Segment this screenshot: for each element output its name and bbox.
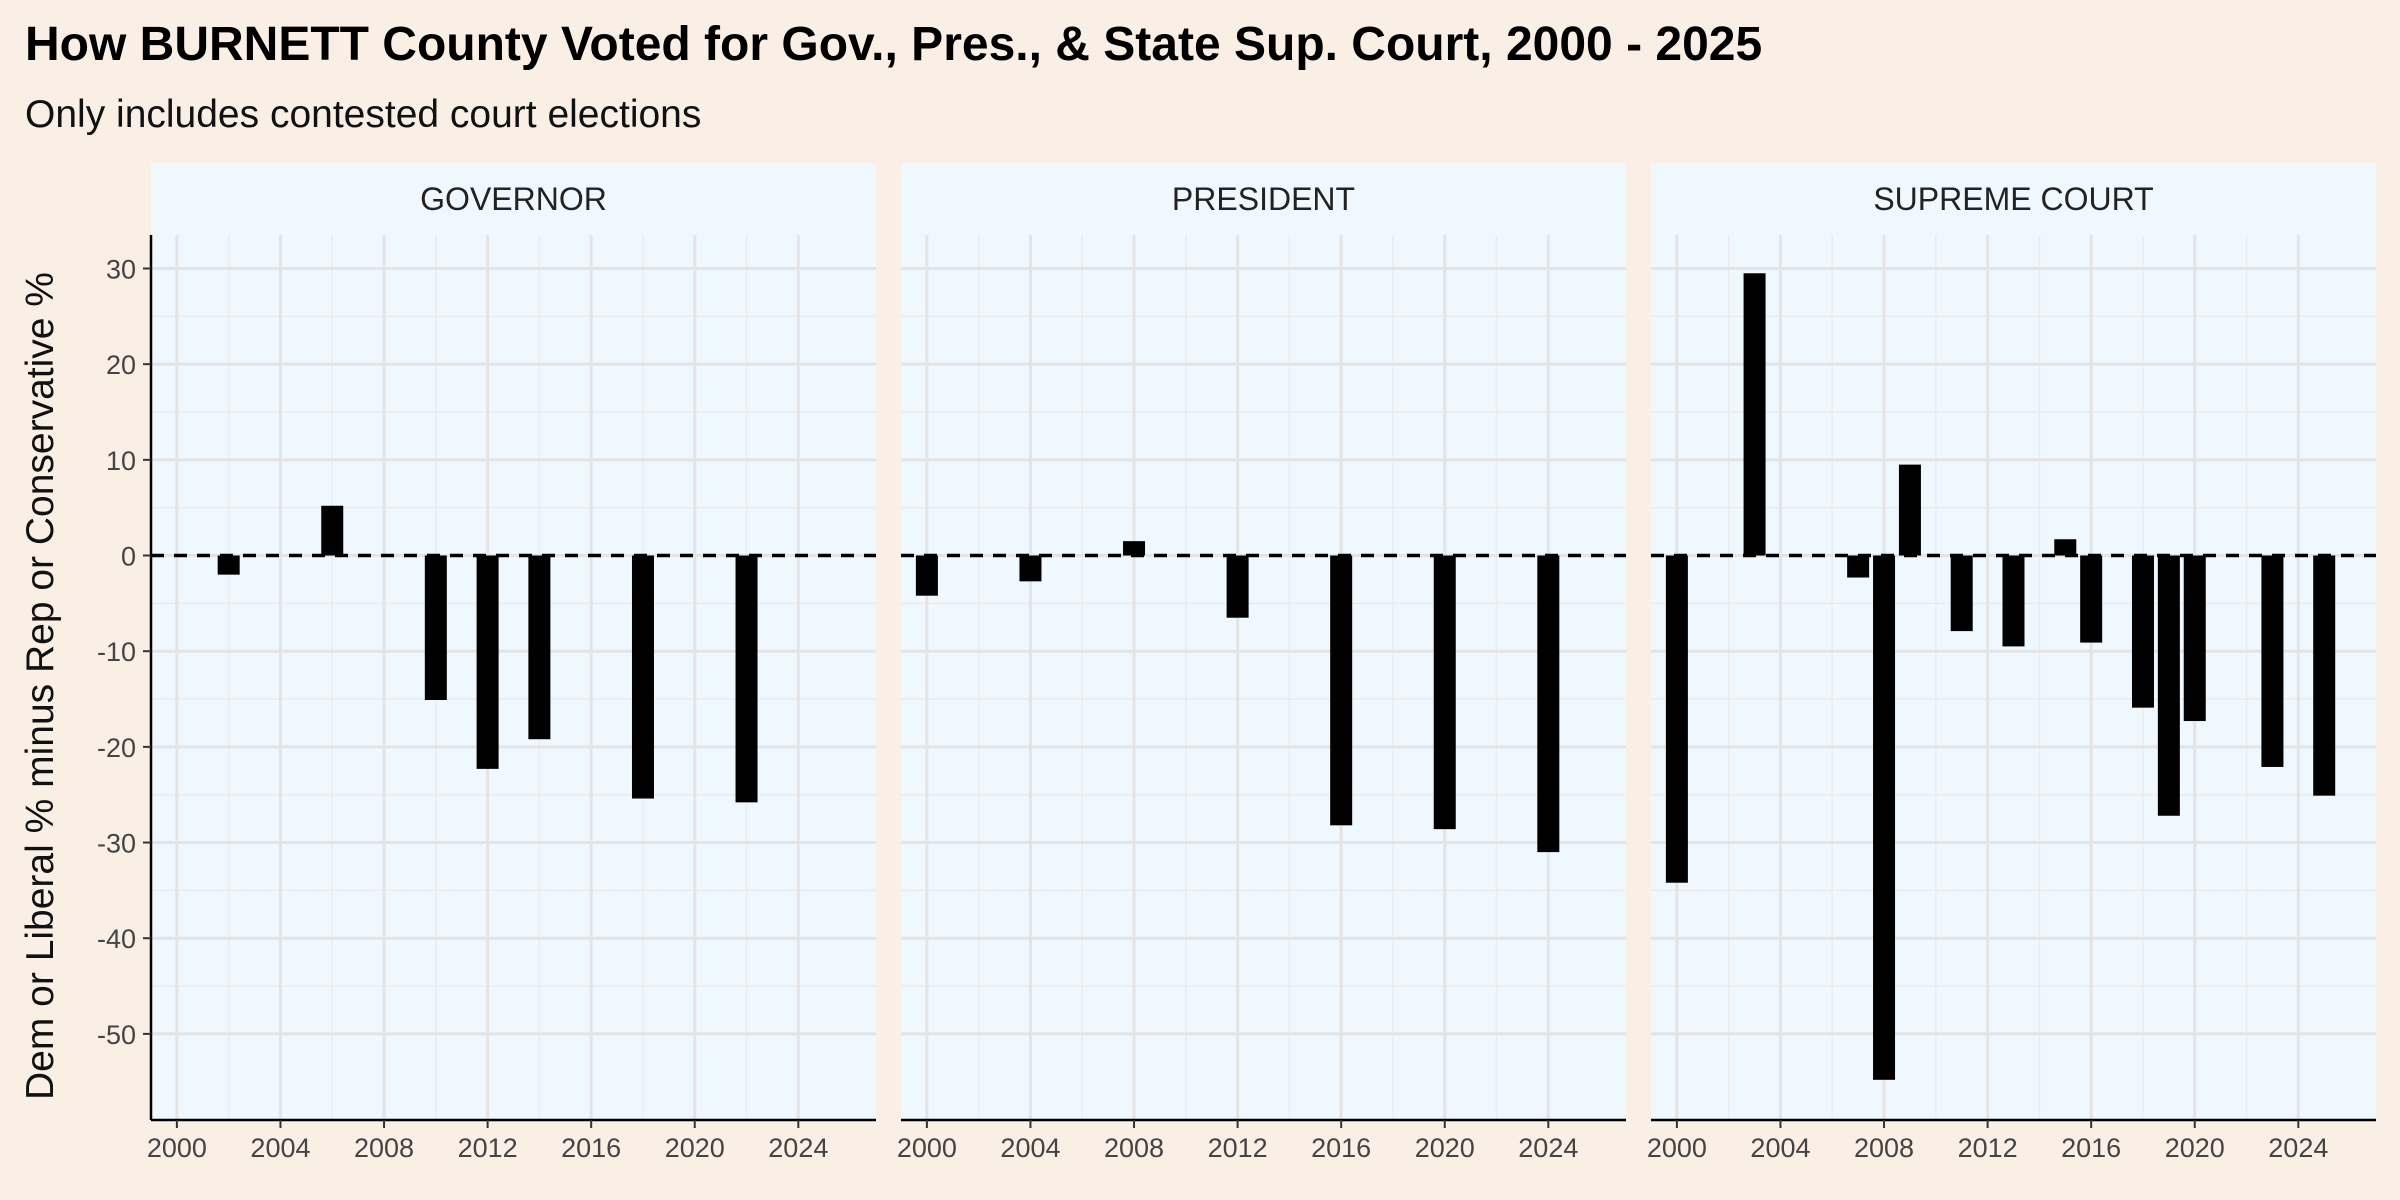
bar-2000	[915, 555, 938, 596]
bar-2010	[424, 555, 447, 700]
x-tick-label: 2016	[2061, 1133, 2121, 1163]
bar-2014	[528, 555, 551, 740]
x-tick-label: 2000	[147, 1133, 207, 1163]
facets: GOVERNOR 2000 2004 2008 2012 2016 2020 2024 30 20…	[97, 163, 2376, 1163]
x-tick-label: 2012	[458, 1133, 518, 1163]
bar-2018	[631, 555, 654, 799]
bar-2020	[1433, 555, 1456, 830]
bar-2008	[1123, 541, 1146, 556]
facet-strip-label: PRESIDENT	[1172, 181, 1355, 217]
y-tick-label: -40	[97, 924, 136, 954]
panel-background	[151, 163, 876, 1120]
chart-title: How BURNETT County Voted for Gov., Pres.…	[25, 18, 1762, 71]
x-tick-label: 2004	[1750, 1133, 1810, 1163]
facet-panel-president: PRESIDENT 2000 2004 2008 2012 2016 2020 2024	[897, 163, 1626, 1163]
x-tick-label: 2012	[1208, 1133, 1268, 1163]
bar-2022	[735, 555, 758, 803]
x-tick-label: 2020	[665, 1133, 725, 1163]
x-tick-label: 2016	[1311, 1133, 1371, 1163]
bar-2004	[1019, 555, 1042, 582]
y-tick-label: 10	[106, 446, 136, 476]
bar-2015	[2054, 539, 2077, 556]
y-tick-label: -20	[97, 733, 136, 763]
bar-2018	[2131, 555, 2154, 708]
bar-2012	[1226, 555, 1249, 618]
x-tick-label: 2004	[1000, 1133, 1060, 1163]
facet-panel-supreme-court: SUPREME COURT 2000 2004 2008 2012 2016 2020 202…	[1647, 163, 2376, 1163]
x-tick-label: 2012	[1958, 1133, 2018, 1163]
x-tick-label: 2024	[1518, 1133, 1578, 1163]
bar-2009	[1898, 464, 1921, 556]
y-tick-label: -10	[97, 637, 136, 667]
bar-2006	[321, 505, 344, 556]
x-tick-label: 2024	[768, 1133, 828, 1163]
bar-2002	[217, 555, 240, 575]
bar-2016	[2080, 555, 2103, 643]
bar-2000	[1665, 555, 1688, 883]
bar-2008	[1873, 555, 1896, 1080]
bar-2025	[2313, 555, 2336, 796]
bar-2016	[1330, 555, 1353, 826]
x-tick-label: 2024	[2268, 1133, 2328, 1163]
x-tick-label: 2020	[2165, 1133, 2225, 1163]
x-tick-label: 2000	[1647, 1133, 1707, 1163]
bar-2003	[1743, 273, 1766, 556]
x-tick-label: 2008	[1104, 1133, 1164, 1163]
facet-strip-label: GOVERNOR	[420, 181, 607, 217]
x-tick-label: 2008	[1854, 1133, 1914, 1163]
chart-subtitle: Only includes contested court elections	[25, 93, 701, 136]
x-tick-label: 2020	[1415, 1133, 1475, 1163]
bar-2020	[2183, 555, 2206, 722]
panel-background	[901, 163, 1626, 1120]
bar-2023	[2261, 555, 2284, 767]
bar-2013	[2002, 555, 2025, 647]
y-tick-label: 20	[106, 350, 136, 380]
y-tick-label: 0	[121, 542, 136, 572]
y-tick-label: 30	[106, 254, 136, 284]
bar-2024	[1537, 555, 1560, 853]
y-tick-label: -50	[97, 1020, 136, 1050]
y-tick-label: -30	[97, 829, 136, 859]
x-tick-label: 2008	[354, 1133, 414, 1163]
x-tick-label: 2004	[250, 1133, 310, 1163]
bar-2012	[476, 555, 499, 769]
x-tick-label: 2016	[561, 1133, 621, 1163]
x-tick-label: 2000	[897, 1133, 957, 1163]
bar-2007	[1847, 555, 1870, 578]
y-axis-label: Dem or Liberal % minus Rep or Conservati…	[19, 272, 62, 1100]
facet-strip-label: SUPREME COURT	[1873, 181, 2153, 217]
facet-panel-governor: GOVERNOR 2000 2004 2008 2012 2016 2020 2024 30 20…	[97, 163, 876, 1163]
bar-2019	[2157, 555, 2180, 816]
bar-2011	[1950, 555, 1973, 632]
